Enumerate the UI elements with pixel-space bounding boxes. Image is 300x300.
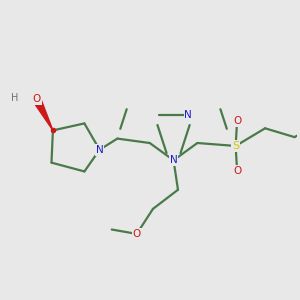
Text: O: O	[133, 229, 141, 239]
Polygon shape	[33, 98, 53, 130]
Text: N: N	[184, 110, 192, 120]
Text: O: O	[233, 116, 241, 126]
Text: O: O	[233, 166, 241, 176]
Text: N: N	[96, 145, 104, 155]
Text: S: S	[232, 141, 239, 151]
Text: H: H	[11, 93, 18, 103]
Text: N: N	[170, 155, 177, 165]
Text: O: O	[33, 94, 41, 104]
